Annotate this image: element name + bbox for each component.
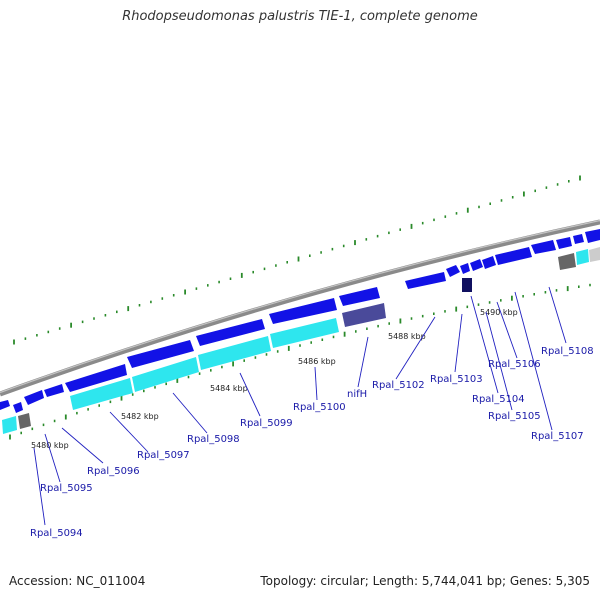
gene-arrow[interactable] — [196, 319, 265, 346]
kbp-label: 5488 kbp — [388, 332, 426, 341]
gene-arrow[interactable] — [460, 263, 470, 274]
kbp-label: 5480 kbp — [31, 441, 69, 450]
gene-label[interactable]: Rpal_5105 — [488, 411, 541, 422]
gray-feature[interactable] — [18, 413, 31, 429]
gene-label[interactable]: Rpal_5102 — [372, 380, 425, 391]
gene-arrow[interactable] — [24, 390, 44, 405]
forward-strand-genes — [0, 229, 600, 413]
gene-label[interactable]: Rpal_5100 — [293, 402, 346, 413]
gene-arrow[interactable] — [573, 234, 584, 244]
genome-backbone — [0, 219, 600, 397]
gene-label[interactable]: Rpal_5104 — [472, 394, 525, 405]
cds-segment[interactable] — [576, 249, 589, 265]
label-pointers — [33, 286, 567, 526]
cds-segment[interactable] — [2, 416, 17, 434]
gene-label[interactable]: Rpal_5099 — [240, 418, 293, 429]
gene-label[interactable]: Rpal_5094 — [30, 528, 83, 539]
accession-text: Accession: NC_011004 — [9, 574, 146, 588]
gene-label[interactable]: Rpal_5098 — [187, 434, 240, 445]
gene-arrow[interactable] — [0, 400, 10, 410]
genome-summary-text: Topology: circular; Length: 5,744,041 bp… — [260, 574, 590, 588]
gray-feature[interactable] — [589, 247, 600, 262]
kbp-label: 5490 kbp — [480, 308, 518, 317]
gene-label[interactable]: Rpal_5108 — [541, 346, 594, 357]
gray-feature[interactable] — [558, 253, 576, 270]
gene-arrow[interactable] — [65, 364, 127, 392]
cds-band — [2, 249, 589, 434]
gene-arrow[interactable] — [531, 240, 556, 254]
gene-label[interactable]: Rpal_5095 — [40, 483, 93, 494]
gene-arrow[interactable] — [405, 272, 446, 289]
gene-label[interactable]: Rpal_5107 — [531, 431, 584, 442]
nifh-gene[interactable] — [342, 303, 386, 327]
gene-arrow[interactable] — [585, 229, 600, 243]
tick-marks — [9, 175, 591, 440]
gene-label[interactable]: Rpal_5097 — [137, 450, 190, 461]
cds-segment[interactable] — [132, 357, 199, 392]
gene-arrow[interactable] — [269, 298, 337, 324]
gene-arrow[interactable] — [470, 259, 483, 271]
gene-label[interactable]: Rpal_5103 — [430, 374, 483, 385]
kbp-label: 5482 kbp — [121, 412, 159, 421]
cds-segment[interactable] — [270, 318, 339, 348]
gene-arrow[interactable] — [446, 265, 460, 277]
gene-arrow[interactable] — [44, 384, 64, 397]
gene-label[interactable]: Rpal_5106 — [488, 359, 541, 370]
small-dark-gene[interactable] — [462, 278, 472, 292]
gene-arrow[interactable] — [13, 402, 23, 413]
cds-segment[interactable] — [198, 336, 271, 370]
gene-arrow[interactable] — [556, 237, 572, 249]
gene-arrow[interactable] — [339, 287, 380, 306]
page-title: Rhodopseudomonas palustris TIE-1, comple… — [122, 9, 478, 24]
genome-backbone-highlight — [0, 219, 600, 394]
gene-arrow[interactable] — [127, 340, 194, 368]
cds-segment[interactable] — [70, 378, 133, 410]
kbp-label: 5484 kbp — [210, 384, 248, 393]
gene-label[interactable]: nifH — [347, 389, 367, 400]
gene-arrow[interactable] — [495, 247, 532, 265]
kbp-label: 5486 kbp — [298, 357, 336, 366]
gene-label[interactable]: Rpal_5096 — [87, 466, 140, 477]
gene-arrow[interactable] — [482, 256, 496, 269]
